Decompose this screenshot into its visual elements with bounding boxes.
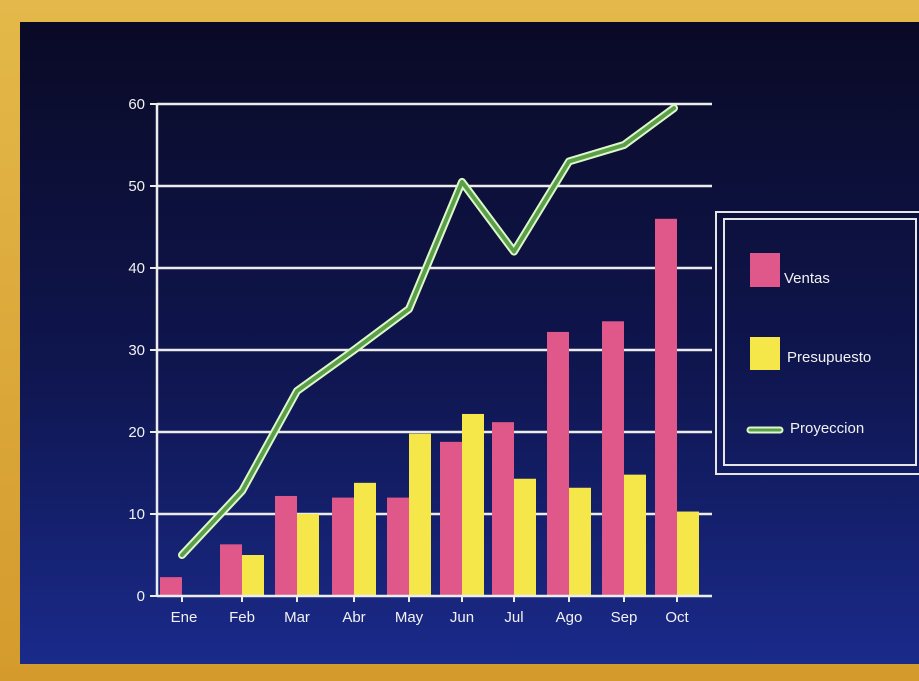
bar-presupuesto-feb <box>242 555 264 596</box>
projection-point-ago <box>568 160 571 163</box>
projection-point-ene <box>181 554 184 557</box>
bar-ventas-ene <box>160 577 182 596</box>
x-tick-label-feb: Feb <box>229 609 255 626</box>
legend-label-proyeccion: Proyeccion <box>790 420 864 437</box>
y-tick-label-60: 60 <box>128 96 145 113</box>
bar-presupuesto-sep <box>624 475 646 596</box>
y-tick-label-10: 10 <box>128 506 145 523</box>
projection-point-jul <box>513 250 516 253</box>
x-tick-label-jul: Jul <box>504 609 523 626</box>
bars <box>160 219 699 596</box>
y-tick-labels: 0 10 20 30 40 50 60 <box>128 96 145 605</box>
gridlines <box>157 104 712 514</box>
bar-ventas-feb <box>220 544 242 596</box>
projection-point-sep <box>623 144 626 147</box>
x-tick-label-abr: Abr <box>342 609 365 626</box>
x-tick-label-ago: Ago <box>556 609 583 626</box>
bar-presupuesto-jun <box>462 414 484 596</box>
bar-ventas-jun <box>440 442 462 596</box>
projection-point-abr <box>353 349 356 352</box>
legend-swatch-presupuesto <box>750 337 780 370</box>
legend-swatch-ventas <box>750 253 780 287</box>
bar-presupuesto-may <box>409 434 431 596</box>
bar-ventas-oct <box>655 219 677 596</box>
legend-label-presupuesto: Presupuesto <box>787 349 871 366</box>
legend-label-ventas: Ventas <box>784 270 830 287</box>
bar-ventas-abr <box>332 498 354 596</box>
projection-point-oct <box>673 107 676 110</box>
y-tick-label-30: 30 <box>128 342 145 359</box>
bar-presupuesto-oct <box>677 512 699 596</box>
bar-ventas-mar <box>275 496 297 596</box>
projection-point-mar <box>296 390 299 393</box>
bar-presupuesto-jul <box>514 479 536 596</box>
bar-ventas-sep <box>602 321 624 596</box>
y-tick-label-0: 0 <box>137 588 145 605</box>
x-tick-label-oct: Oct <box>665 609 689 626</box>
x-tick-label-sep: Sep <box>611 609 638 626</box>
x-tick-label-ene: Ene <box>171 609 198 626</box>
x-tick-labels: Ene Feb Mar Abr May Jun Jul Ago Sep Oct <box>171 609 690 626</box>
projection-point-jun <box>461 180 464 183</box>
projection-point-may <box>408 308 411 311</box>
y-tick-label-20: 20 <box>128 424 145 441</box>
y-tick-label-50: 50 <box>128 178 145 195</box>
bar-presupuesto-ago <box>569 488 591 596</box>
bar-ventas-ago <box>547 332 569 596</box>
legend: Ventas Presupuesto Proyeccion <box>716 212 919 474</box>
bar-presupuesto-abr <box>354 483 376 596</box>
x-tick-label-mar: Mar <box>284 609 310 626</box>
x-tick-label-may: May <box>395 609 424 626</box>
bar-ventas-may <box>387 498 409 596</box>
bar-ventas-jul <box>492 422 514 596</box>
x-tick-label-jun: Jun <box>450 609 474 626</box>
bar-presupuesto-mar <box>297 514 319 596</box>
y-tick-label-40: 40 <box>128 260 145 277</box>
projection-point-feb <box>241 490 244 493</box>
